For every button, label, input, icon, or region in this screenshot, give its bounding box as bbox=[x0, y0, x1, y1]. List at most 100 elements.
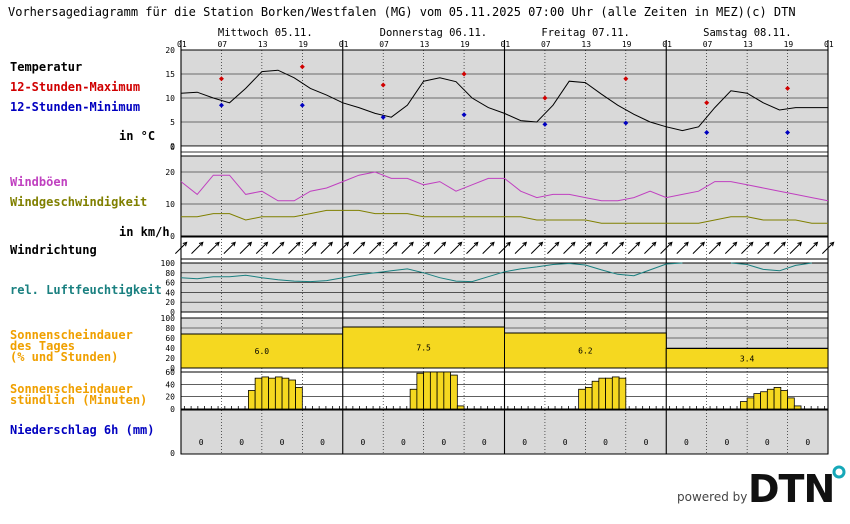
wind-unit-label: in km/h bbox=[119, 225, 170, 239]
sun-daily-value: 3.4 bbox=[740, 354, 755, 363]
sun-daily-bar bbox=[180, 333, 344, 369]
sun-daily-value: 6.2 bbox=[578, 347, 593, 356]
precip-label: Niederschlag 6h (mm) bbox=[10, 423, 155, 437]
day-label: Freitag 07.11. bbox=[541, 27, 630, 39]
max-marker bbox=[785, 85, 791, 91]
hour-tick-label: 07 bbox=[217, 40, 227, 49]
chart-title: Vorhersagediagramm für die Station Borke… bbox=[8, 5, 745, 19]
sun-hourly-bar bbox=[584, 387, 593, 410]
min-marker bbox=[704, 130, 710, 136]
sun-hourly-bar bbox=[436, 371, 445, 410]
hour-tick-label: 01 bbox=[177, 40, 187, 49]
precip-value: 0 bbox=[401, 438, 406, 447]
wind-arrow bbox=[579, 241, 592, 255]
sun-hourly-bar bbox=[578, 388, 586, 410]
wind-arrow bbox=[547, 241, 560, 255]
humidity-y-tick: 20 bbox=[165, 298, 175, 307]
dtn-logo: DTN bbox=[748, 467, 834, 511]
sun-hourly-bar bbox=[753, 393, 762, 410]
wind-arrow bbox=[417, 241, 431, 255]
wind-arrow bbox=[514, 241, 528, 255]
day-label: Samstag 08.11. bbox=[703, 27, 792, 39]
min-marker bbox=[218, 102, 224, 108]
day-label: Mittwoch 05.11. bbox=[218, 27, 313, 39]
wind-arrow bbox=[644, 241, 657, 255]
wind-arrow bbox=[482, 241, 495, 255]
sun-hourly-bar bbox=[416, 372, 425, 410]
precip-value: 0 bbox=[724, 438, 729, 447]
dtn-logo-dot bbox=[832, 465, 846, 479]
sun-hourly-bar bbox=[429, 371, 438, 410]
sun-daily-label-3: (% und Stunden) bbox=[10, 350, 118, 364]
sun-hourly-bar bbox=[456, 405, 465, 410]
max-marker bbox=[542, 95, 548, 101]
wind-arrow bbox=[288, 241, 301, 255]
sun-hourly-bar bbox=[247, 390, 256, 410]
wind-arrow bbox=[805, 241, 819, 255]
sun-hourly-bar bbox=[787, 397, 795, 410]
precip-value: 0 bbox=[280, 438, 285, 447]
min-marker bbox=[299, 102, 305, 108]
wind-arrow bbox=[821, 241, 835, 255]
wind-arrow bbox=[207, 241, 220, 255]
sun-hourly-y-tick: 0 bbox=[170, 405, 175, 414]
precip-value: 0 bbox=[684, 438, 689, 447]
sun-daily-label-1: Sonnenscheindauer bbox=[10, 328, 133, 342]
max-marker bbox=[461, 71, 467, 77]
wind-arrow bbox=[433, 241, 447, 255]
wind-arrow bbox=[385, 241, 398, 255]
hour-tick-label: 07 bbox=[703, 40, 713, 49]
min-marker bbox=[785, 130, 791, 136]
max-label: 12-Stunden-Maximum bbox=[10, 80, 140, 94]
hour-tick-label: 01 bbox=[339, 40, 349, 49]
sun-daily-y-tick: 100 bbox=[161, 314, 176, 323]
max-marker bbox=[299, 64, 305, 70]
wind-arrow bbox=[530, 241, 544, 255]
wind-speed-label: Windgeschwindigkeit bbox=[10, 195, 147, 209]
sun-hourly-label-1: Sonnenscheindauer bbox=[10, 382, 133, 396]
hour-tick-label: 01 bbox=[501, 40, 511, 49]
sun-daily-bar bbox=[342, 326, 505, 369]
sun-hourly-y-tick: 60 bbox=[165, 368, 175, 377]
sun-daily-label-2: des Tages bbox=[10, 339, 75, 353]
wind-arrow bbox=[708, 241, 722, 255]
sun-hourly-bar bbox=[295, 387, 303, 410]
temp-y-tick: 5 bbox=[170, 118, 175, 127]
sun-hourly-y-tick: 40 bbox=[165, 380, 175, 389]
sun-hourly-label-2: stündlich (Minuten) bbox=[10, 393, 147, 407]
temp-unit-label: in °C bbox=[119, 129, 155, 143]
wind-arrow bbox=[191, 241, 204, 255]
sun-hourly-bar bbox=[793, 405, 802, 410]
wind-arrow bbox=[789, 241, 803, 255]
temp-y-tick: 10 bbox=[165, 94, 175, 103]
wind-y-tick: 0 bbox=[170, 232, 175, 241]
sun-hourly-bar bbox=[281, 377, 290, 410]
precip-value: 0 bbox=[603, 438, 608, 447]
temperature-line bbox=[180, 69, 828, 132]
wind-speed-line bbox=[181, 209, 828, 224]
sun-hourly-bar bbox=[274, 376, 283, 410]
precip-value: 0 bbox=[199, 438, 204, 447]
wind-arrow bbox=[676, 241, 689, 255]
wind-arrow bbox=[255, 241, 269, 255]
sun-hourly-bar bbox=[760, 391, 768, 410]
wind-arrow bbox=[466, 241, 479, 255]
hour-tick-label: 13 bbox=[743, 40, 753, 49]
sun-hourly-bar bbox=[288, 379, 296, 410]
temperature-label: Temperatur bbox=[10, 60, 82, 74]
wind-arrow bbox=[304, 241, 317, 255]
sun-daily-bar bbox=[665, 348, 829, 369]
sun-hourly-bar bbox=[261, 376, 270, 410]
sun-hourly-bar bbox=[773, 387, 782, 410]
wind-arrow bbox=[741, 241, 754, 255]
wind-arrow bbox=[563, 241, 576, 255]
sun-hourly-bar bbox=[746, 397, 755, 410]
wind-arrow bbox=[757, 241, 770, 255]
wind-arrow bbox=[611, 241, 625, 255]
hour-tick-label: 19 bbox=[460, 40, 470, 49]
humidity-y-tick: 60 bbox=[165, 279, 175, 288]
precip-y-tick: 0 bbox=[170, 449, 175, 458]
temp-zero-tick: 0 bbox=[170, 143, 175, 152]
hour-tick-label: 01 bbox=[824, 40, 834, 49]
